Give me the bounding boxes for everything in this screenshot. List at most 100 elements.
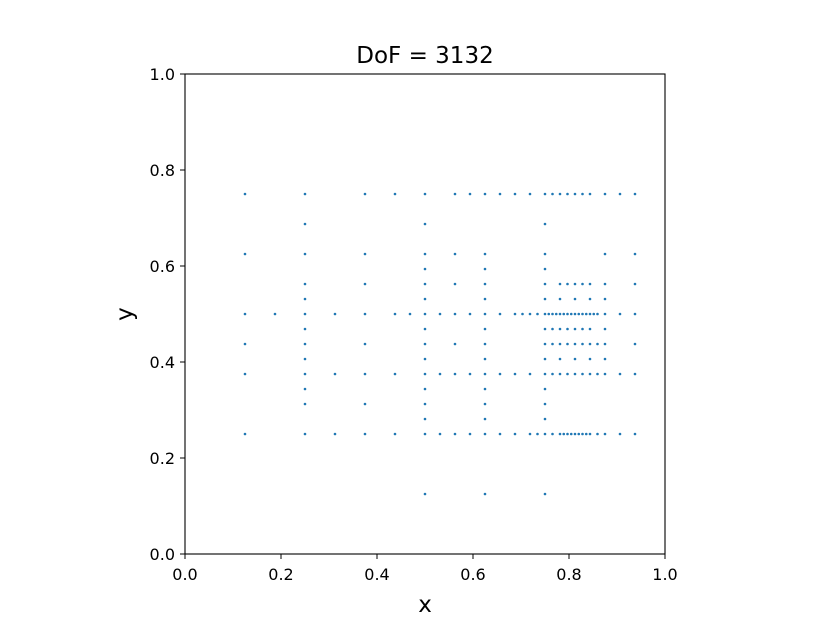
data-point <box>573 342 577 346</box>
data-point <box>498 192 502 196</box>
data-point <box>558 282 562 286</box>
data-point <box>423 372 427 376</box>
data-point <box>581 432 584 436</box>
data-point <box>453 312 457 316</box>
data-point <box>483 372 487 376</box>
data-point <box>543 282 547 286</box>
data-point <box>483 342 487 346</box>
data-point <box>566 282 569 286</box>
data-point <box>551 432 554 436</box>
data-point <box>408 312 412 316</box>
data-point <box>543 417 547 421</box>
data-point <box>528 312 532 316</box>
data-point <box>393 192 397 196</box>
data-point <box>303 282 307 286</box>
data-point <box>543 492 547 496</box>
data-point <box>588 192 592 196</box>
data-point <box>603 297 607 301</box>
data-point <box>543 222 547 226</box>
data-point <box>423 402 427 406</box>
data-point <box>453 192 457 196</box>
data-point <box>633 432 637 436</box>
data-point <box>573 192 577 196</box>
data-point <box>423 252 427 256</box>
data-point <box>498 372 502 376</box>
data-point <box>543 432 547 436</box>
data-point <box>243 432 247 436</box>
data-point <box>573 432 577 436</box>
data-point <box>483 327 487 331</box>
data-point <box>633 252 637 256</box>
data-point <box>303 432 307 436</box>
data-point <box>423 432 427 436</box>
data-point <box>633 312 637 316</box>
data-point <box>581 312 584 316</box>
data-point <box>423 492 427 496</box>
data-point <box>584 432 588 436</box>
data-point <box>584 312 588 316</box>
data-point <box>303 192 307 196</box>
data-point <box>581 327 584 331</box>
data-point <box>483 267 487 271</box>
data-point <box>596 342 599 346</box>
data-point <box>468 312 472 316</box>
data-point <box>483 312 487 316</box>
data-point <box>498 432 502 436</box>
data-point <box>483 282 487 286</box>
data-point <box>468 432 472 436</box>
data-point <box>558 327 562 331</box>
data-point <box>566 192 569 196</box>
data-point <box>543 372 547 376</box>
data-point <box>483 417 487 421</box>
data-point <box>554 312 558 316</box>
data-point <box>543 297 547 301</box>
data-point <box>573 297 577 301</box>
data-point <box>603 357 607 361</box>
data-point <box>528 192 532 196</box>
data-point <box>562 432 566 436</box>
data-point <box>243 312 247 316</box>
data-point <box>603 372 607 376</box>
data-point <box>551 312 554 316</box>
data-point <box>438 372 442 376</box>
data-point <box>536 432 539 436</box>
data-point <box>633 342 637 346</box>
data-point <box>423 357 427 361</box>
data-point <box>521 312 524 316</box>
data-point <box>363 312 367 316</box>
x-tick-label: 0.0 <box>172 565 197 584</box>
data-point <box>483 192 487 196</box>
data-point <box>393 432 397 436</box>
x-tick-label: 1.0 <box>652 565 677 584</box>
data-point <box>243 252 247 256</box>
data-point <box>423 192 427 196</box>
data-point <box>618 372 622 376</box>
data-point <box>569 312 573 316</box>
data-point <box>543 267 547 271</box>
data-point <box>483 402 487 406</box>
data-point <box>603 282 607 286</box>
data-point <box>453 282 457 286</box>
data-point <box>581 192 584 196</box>
data-point <box>588 372 592 376</box>
data-point <box>483 492 487 496</box>
data-point <box>551 342 554 346</box>
data-point <box>618 432 622 436</box>
data-point <box>423 267 427 271</box>
data-point <box>513 192 517 196</box>
data-point <box>303 342 307 346</box>
y-axis-label: y <box>112 307 138 321</box>
data-point <box>393 372 397 376</box>
data-point <box>438 312 442 316</box>
y-tick-label: 0.2 <box>150 449 175 468</box>
data-point <box>581 282 584 286</box>
chart-title: DoF = 3132 <box>356 43 493 69</box>
data-point <box>562 312 566 316</box>
data-point <box>483 432 487 436</box>
data-point <box>393 312 397 316</box>
data-point <box>543 387 547 391</box>
data-point <box>423 222 427 226</box>
data-point <box>566 327 569 331</box>
